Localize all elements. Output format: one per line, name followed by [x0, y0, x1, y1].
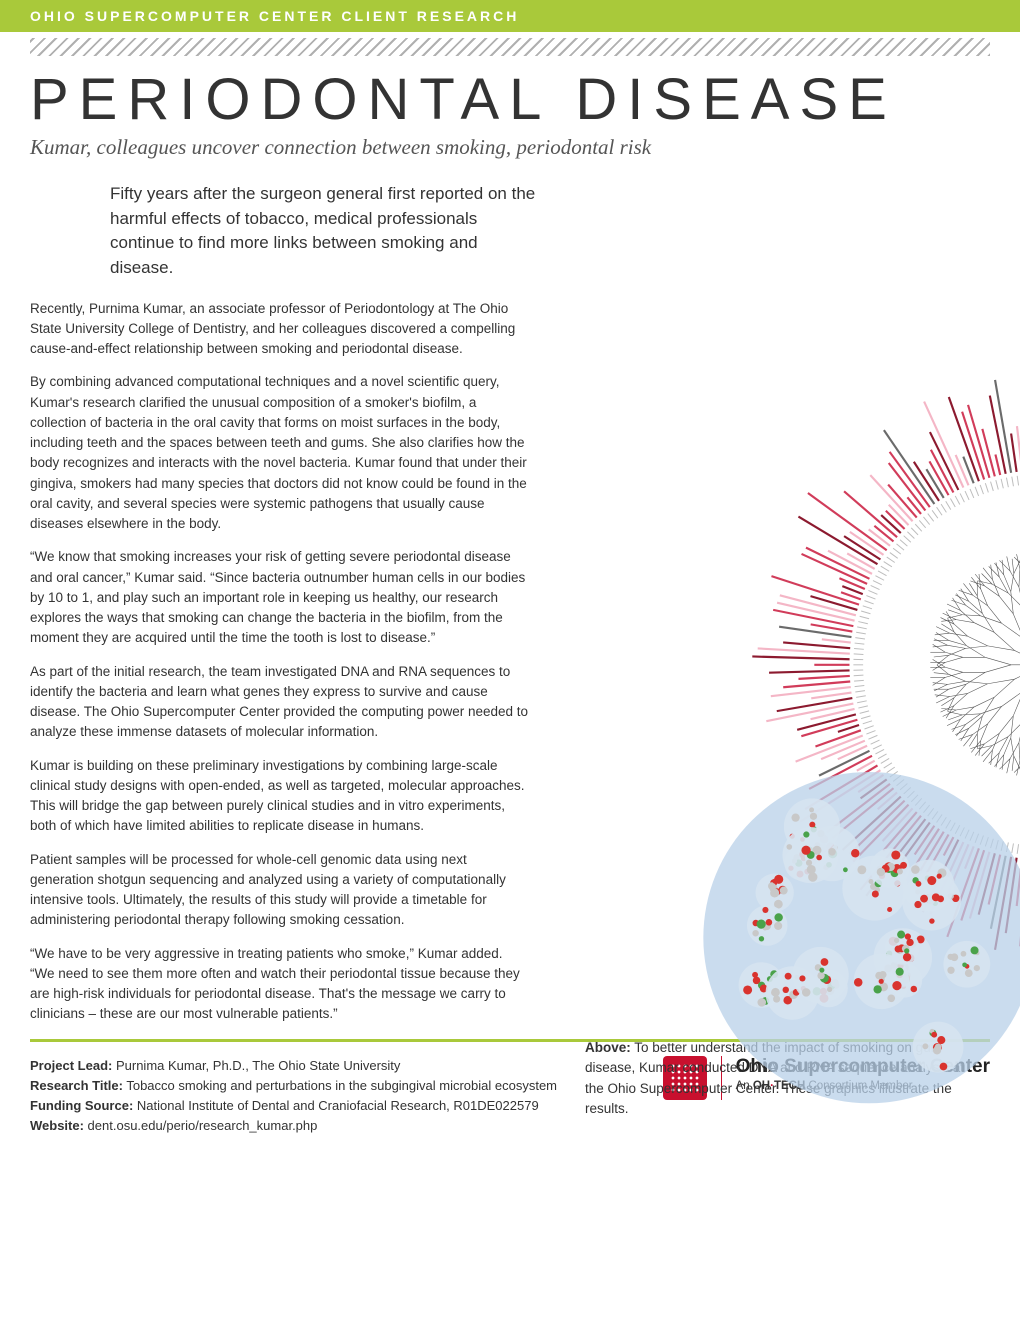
body-paragraph: “We know that smoking increases your ris…: [30, 547, 530, 648]
body-column: Recently, Purnima Kumar, an associate pr…: [30, 299, 530, 1025]
header-banner: OHIO SUPERCOMPUTER CENTER CLIENT RESEARC…: [0, 0, 1020, 32]
meta-label: Funding Source:: [30, 1098, 133, 1113]
meta-value: Tobacco smoking and perturbations in the…: [123, 1078, 557, 1093]
phylo-graphic: [570, 392, 1020, 1152]
page-subtitle: Kumar, colleagues uncover connection bet…: [30, 135, 990, 160]
body-paragraph: Patient samples will be processed for wh…: [30, 850, 530, 931]
meta-value: dent.osu.edu/perio/research_kumar.php: [84, 1118, 317, 1133]
lead-paragraph: Fifty years after the surgeon general fi…: [110, 182, 540, 281]
meta-label: Website:: [30, 1118, 84, 1133]
page-title: PERIODONTAL DISEASE: [30, 66, 990, 133]
meta-value: Purnima Kumar, Ph.D., The Ohio State Uni…: [112, 1058, 400, 1073]
body-paragraph: As part of the initial research, the tea…: [30, 662, 530, 743]
hatch-strip: [30, 38, 990, 56]
meta-label: Project Lead:: [30, 1058, 112, 1073]
body-paragraph: Recently, Purnima Kumar, an associate pr…: [30, 299, 530, 360]
body-paragraph: Kumar is building on these preliminary i…: [30, 756, 530, 837]
meta-value: National Institute of Dental and Craniof…: [133, 1098, 538, 1113]
body-paragraph: By combining advanced computational tech…: [30, 372, 530, 534]
body-paragraph: “We have to be very aggressive in treati…: [30, 944, 530, 1025]
meta-label: Research Title:: [30, 1078, 123, 1093]
project-meta: Project Lead: Purnima Kumar, Ph.D., The …: [30, 1056, 590, 1137]
